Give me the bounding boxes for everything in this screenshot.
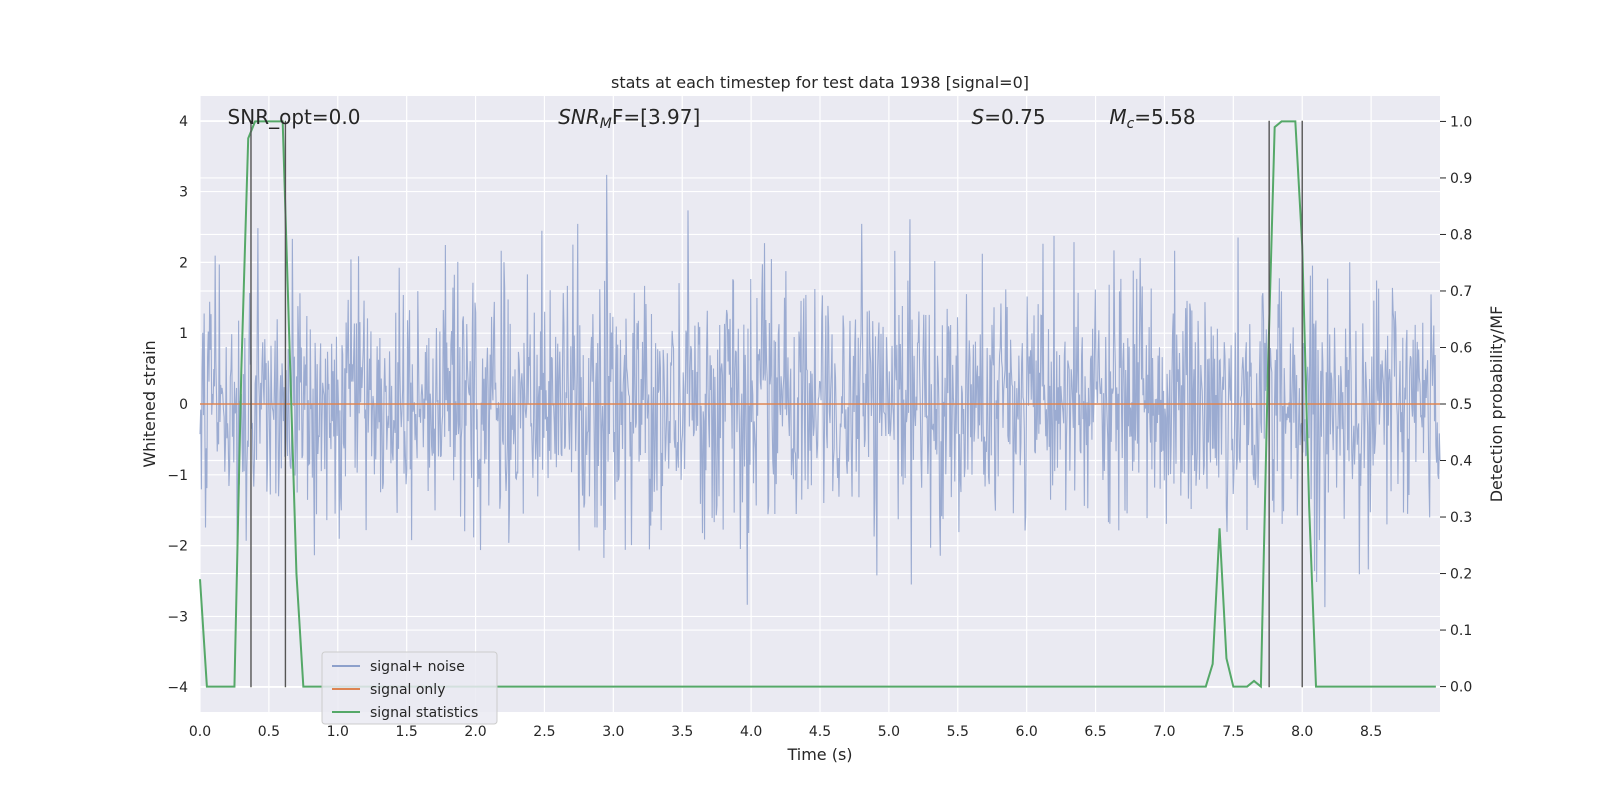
legend-box <box>321 651 498 725</box>
legend-label: signal statistics <box>370 705 478 721</box>
annotation-text: Mc=5.58 <box>1109 105 1195 132</box>
legend-label: signal+ noise <box>370 659 465 675</box>
annotation-text: S=0.75 <box>972 105 1046 129</box>
legend-label: signal only <box>370 682 445 698</box>
y-tick-label: −4 <box>167 680 188 696</box>
vlines <box>250 120 1303 688</box>
legend: signal+ noise signal only signal statistic… <box>321 651 498 725</box>
series-noise-line <box>199 174 1441 608</box>
annotations: SNR_opt=0.0 SNRMF=[3.97] S=0.75 Mc=5.58 <box>228 105 1196 132</box>
y-axis-label: Whitened strain <box>140 340 159 467</box>
x-tick-label: 8.5 <box>1360 724 1382 740</box>
x-tick-label: 4.0 <box>740 724 762 740</box>
x-tick-label: 7.5 <box>1222 724 1244 740</box>
x-tick-label: 3.0 <box>602 724 624 740</box>
x-tick-label: 2.0 <box>464 724 486 740</box>
y2-tick-label: 0.1 <box>1450 623 1472 639</box>
x-tick-label: 8.0 <box>1291 724 1313 740</box>
x-axis-ticks: 0.0 0.5 1.0 1.5 2.0 2.5 3.0 3.5 4.0 4.5 5.0 5.5 6.0 6… <box>189 724 1382 740</box>
x-tick-label: 1.5 <box>396 724 418 740</box>
chart-title: stats at each timestep for test data 193… <box>611 73 1029 92</box>
x-tick-label: 3.5 <box>671 724 693 740</box>
x-tick-label: 4.5 <box>809 724 831 740</box>
y2-tick-label: 1.0 <box>1450 114 1472 130</box>
series-line-2 <box>199 120 1436 689</box>
x-tick-label: 6.0 <box>1016 724 1038 740</box>
y-tick-label: 4 <box>179 114 188 130</box>
x-tick-label: 5.5 <box>947 724 969 740</box>
y2-tick-label: 0.6 <box>1450 340 1472 356</box>
x-tick-label: 2.5 <box>533 724 555 740</box>
y-tick-label: 2 <box>179 255 188 271</box>
x-tick-label: 0.0 <box>189 724 211 740</box>
x-tick-label: 6.5 <box>1084 724 1106 740</box>
y-tick-label: −3 <box>167 609 188 625</box>
y2-tick-label: 0.2 <box>1450 567 1472 583</box>
x-tick-label: 5.0 <box>878 724 900 740</box>
y-tick-label: 3 <box>179 185 188 201</box>
x-tick-label: 1.0 <box>327 724 349 740</box>
y-tick-label: −1 <box>167 468 188 484</box>
y2-axis-ticks: 0.0 0.1 0.2 0.3 0.4 0.5 0.6 0.7 0.8 0.9 1.0 <box>1440 114 1472 696</box>
y-axis-ticks: −4 −3 −2 −1 0 1 2 3 4 <box>167 114 188 696</box>
y-tick-label: −2 <box>167 539 188 555</box>
y2-tick-label: 0.4 <box>1450 454 1472 470</box>
y-tick-label: 0 <box>179 397 188 413</box>
y2-tick-label: 0.0 <box>1450 680 1472 696</box>
y-tick-label: 1 <box>179 326 188 342</box>
x-axis-label: Time (s) <box>786 745 852 764</box>
x-tick-label: 0.5 <box>258 724 280 740</box>
y2-axis-label: Detection probability/MF <box>1487 306 1506 503</box>
annotation-text: SNR_opt=0.0 <box>228 105 361 129</box>
series-layer <box>199 120 1441 689</box>
y2-tick-label: 0.3 <box>1450 510 1472 526</box>
y2-tick-label: 0.7 <box>1450 284 1472 300</box>
x-tick-label: 7.0 <box>1153 724 1175 740</box>
annotation-text: SNRMF=[3.97] <box>558 105 700 132</box>
y2-tick-label: 0.9 <box>1450 171 1472 187</box>
y2-tick-label: 0.8 <box>1450 227 1472 243</box>
y2-tick-label: 0.5 <box>1450 397 1472 413</box>
